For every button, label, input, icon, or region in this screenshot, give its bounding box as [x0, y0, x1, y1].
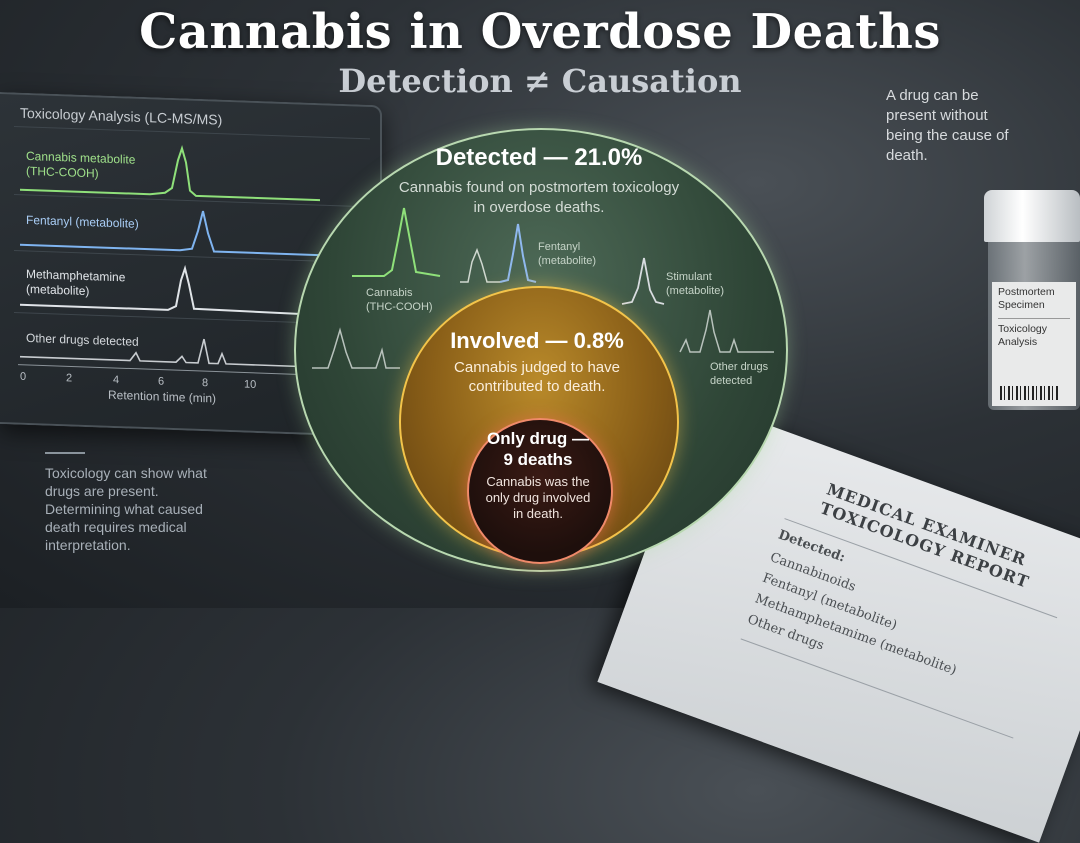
- peak-label-other-drugs: Other drugs detected: [710, 361, 769, 387]
- trace-label-methamphetamine: Methamphetamine (metabolite): [26, 266, 126, 299]
- toxicology-monitor: Toxicology Analysis (LC-MS/MS) Cannabis …: [0, 92, 382, 438]
- detected-heading: Detected — 21.0%: [435, 144, 643, 171]
- peak-label-stimulant: Stimulant (metabolite): [666, 271, 725, 297]
- note-left: Toxicology can show what drugs are prese…: [45, 465, 207, 553]
- note-right: A drug can be present without being the …: [886, 87, 1009, 164]
- x-tick: 8: [202, 377, 209, 390]
- report-rule: [740, 638, 1014, 739]
- note-left-divider: [45, 452, 85, 454]
- involved-description: Cannabis judged to have contributed to d…: [454, 359, 620, 395]
- trace-cannabis: [20, 144, 320, 202]
- chromatogram-traces: [14, 125, 370, 375]
- involved-heading: Involved — 0.8%: [450, 328, 624, 353]
- trace-label-cannabis: Cannabis metabolite (THC-COOH): [26, 148, 136, 181]
- only-drug-description: Cannabis was the only drug involved in d…: [485, 474, 591, 521]
- detected-description: Cannabis found on postmortem toxicology …: [398, 179, 680, 216]
- peak-label-cannabis: Cannabis (THC-COOH): [366, 287, 433, 313]
- trace-fentanyl: [20, 210, 340, 257]
- peak-label-fentanyl: Fentanyl (metabolite): [538, 241, 597, 267]
- page-title: Cannabis in Overdose Deaths: [139, 4, 941, 60]
- vial-label: Postmortem Specimen Toxicology Analysis: [992, 282, 1076, 406]
- x-tick: 2: [66, 372, 73, 385]
- page-subtitle: Detection ≠ Causation: [338, 62, 742, 100]
- report-title: MEDICAL EXAMINER TOXICOLOGY REPORT: [817, 479, 1032, 592]
- x-tick: 0: [20, 370, 27, 383]
- trace-methamphetamine: [20, 264, 341, 317]
- x-tick: 10: [244, 378, 257, 391]
- barcode-icon: [1000, 386, 1060, 400]
- vial-cap: [984, 190, 1080, 242]
- trace-other-drugs: [20, 338, 340, 369]
- x-tick: 6: [158, 375, 165, 388]
- x-tick: 4: [113, 373, 120, 387]
- only-drug-circle: [467, 418, 613, 564]
- only-drug-heading: Only drug — 9 deaths: [487, 429, 589, 469]
